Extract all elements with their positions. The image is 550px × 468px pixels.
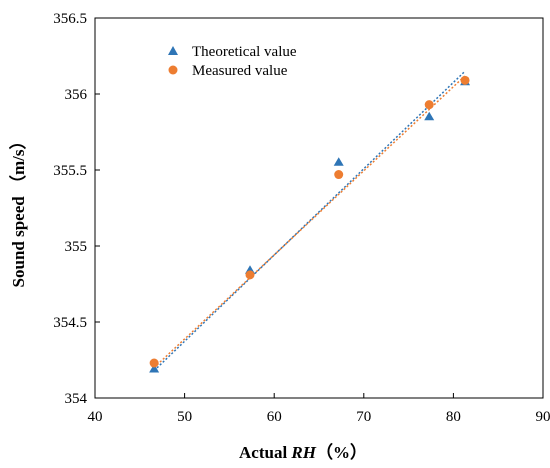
- x-tick-label: 80: [446, 409, 461, 425]
- x-tick-label: 60: [267, 409, 282, 425]
- legend: Theoretical value Measured value: [168, 44, 297, 79]
- legend-label: Theoretical value: [192, 44, 297, 60]
- x-tick-label: 50: [177, 409, 192, 425]
- y-tick-label: 355.5: [53, 163, 87, 179]
- measured-point: [460, 75, 470, 85]
- legend-marker-theoretical: [168, 46, 178, 55]
- x-axis-title-italic: RH: [290, 443, 316, 462]
- y-axis-title: Sound speed （m/s）: [8, 133, 28, 288]
- axis-ticks: 40 50 60 70 80 90 354 354.5 355 355.5 356 356.5: [53, 11, 550, 425]
- y-tick-label: 355: [65, 239, 88, 255]
- plot-area-frame: [94, 17, 544, 399]
- measured-point: [424, 100, 434, 110]
- legend-marker-measured: [168, 65, 178, 75]
- measured-point: [149, 358, 159, 368]
- trendlines: [153, 70, 466, 372]
- x-tick-label: 90: [536, 409, 550, 425]
- y-tick-label: 356.5: [53, 11, 87, 27]
- measured-point: [245, 270, 255, 280]
- y-tick-label: 354: [65, 391, 88, 407]
- data-points: [149, 75, 471, 373]
- x-tick-label: 40: [88, 409, 103, 425]
- y-tick-label: 354.5: [53, 315, 87, 331]
- x-tick-label: 70: [356, 409, 371, 425]
- theoretical-point: [424, 111, 435, 121]
- x-axis-title-prefix: Actual: [239, 443, 291, 462]
- x-axis-title-suffix: （%）: [316, 442, 367, 462]
- x-axis-title: Actual RH（%）: [239, 442, 367, 462]
- trendline: [153, 75, 466, 369]
- theoretical-point: [333, 157, 344, 166]
- y-tick-label: 356: [65, 87, 88, 103]
- legend-label: Measured value: [192, 63, 288, 79]
- theoretical-point: [149, 364, 160, 373]
- measured-point: [334, 170, 344, 180]
